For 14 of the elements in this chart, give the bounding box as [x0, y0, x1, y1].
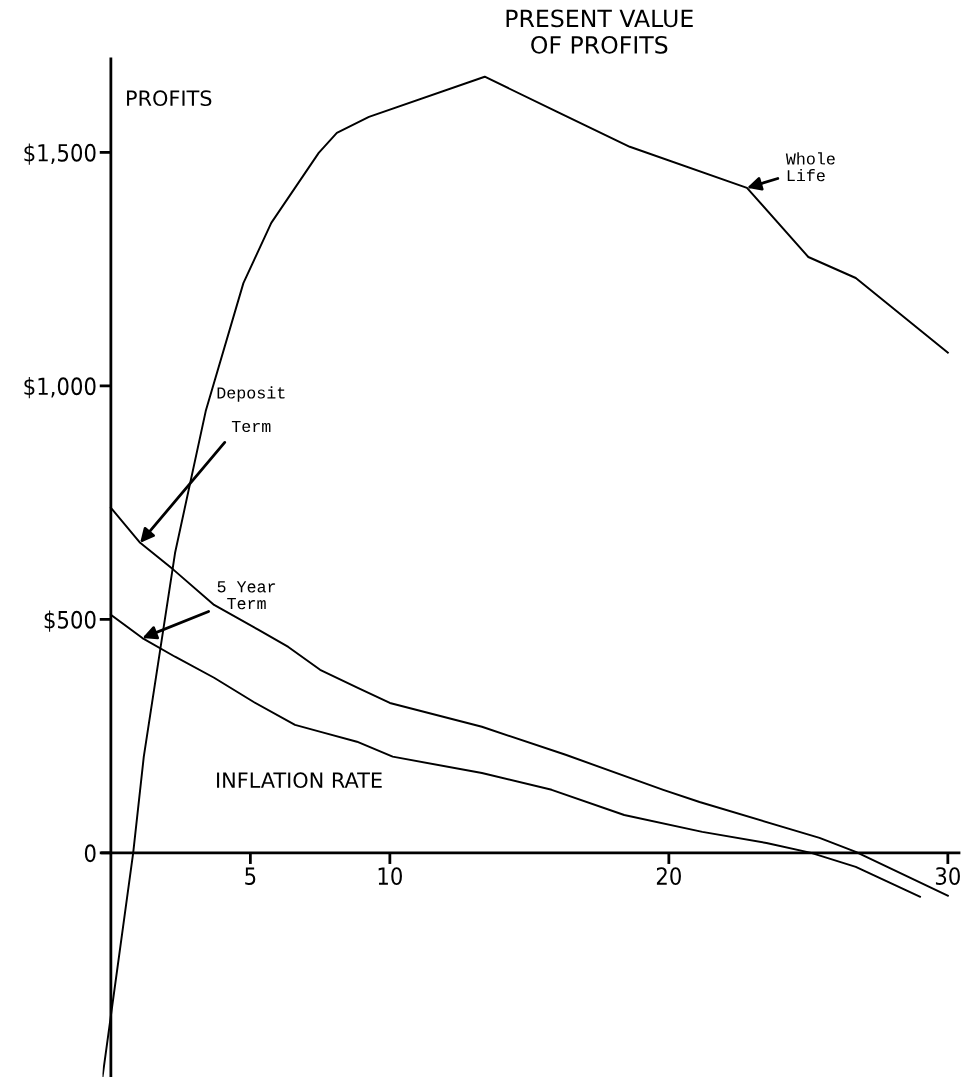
y-axis-title: PROFITS — [127, 90, 212, 107]
y-tick-label: $1,500 — [24, 143, 96, 165]
y-tick-label: 0 — [84, 844, 96, 863]
chart-title: PRESENT VALUE OF PROFITS — [506, 9, 693, 54]
text: Deposit Term — [217, 386, 285, 433]
x-tick-label: 5 — [245, 867, 256, 886]
x-tick-label: 20 — [656, 867, 681, 886]
text: Whole Life — [785, 152, 835, 182]
y-tick-label: $1,000 — [24, 376, 96, 399]
y-tick-label: $500 — [44, 610, 96, 632]
x-tick-label: 10 — [378, 867, 402, 886]
x-axis-title: INFLATION RATE — [217, 772, 382, 789]
text: 5 Year Term — [217, 581, 276, 610]
x-tick-label: 30 — [935, 867, 960, 886]
